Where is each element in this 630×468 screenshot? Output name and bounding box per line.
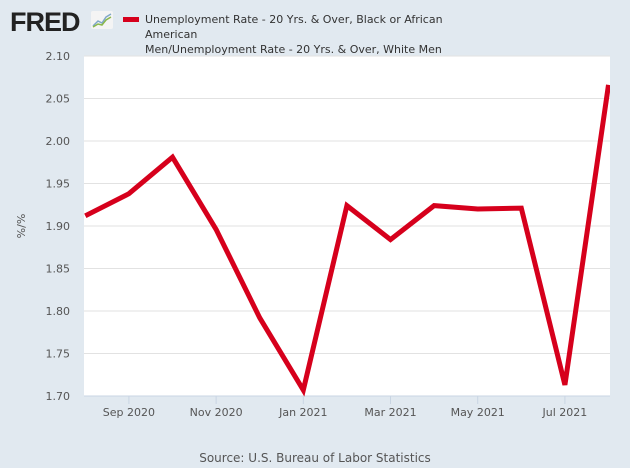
y-tick-label: 2.10 (46, 50, 71, 63)
x-tick-label: Nov 2020 (190, 406, 243, 419)
source-note: Source: U.S. Bureau of Labor Statistics (199, 451, 431, 465)
y-tick-label: 1.90 (46, 220, 71, 233)
legend-label: Unemployment Rate - 20 Yrs. & Over, Blac… (145, 12, 445, 57)
y-tick-label: 1.95 (46, 178, 71, 191)
y-tick-label: 1.75 (46, 348, 71, 361)
legend-line-1: Unemployment Rate - 20 Yrs. & Over, Blac… (145, 13, 443, 41)
x-tick-label: Mar 2021 (364, 406, 416, 419)
x-tick-label: May 2021 (451, 406, 505, 419)
x-tick-label: Sep 2020 (103, 406, 155, 419)
y-tick-label: 1.85 (46, 263, 71, 276)
legend-line-2: Men/Unemployment Rate - 20 Yrs. & Over, … (145, 43, 442, 56)
y-axis-label: %/% (15, 214, 28, 239)
fred-logo: FRED (10, 7, 80, 37)
legend-swatch (123, 17, 139, 22)
y-tick-label: 1.70 (46, 390, 71, 403)
y-tick-label: 2.00 (46, 135, 71, 148)
plot-clip (610, 51, 630, 401)
fred-chart-icon (91, 11, 113, 29)
y-tick-label: 1.80 (46, 305, 71, 318)
x-tick-label: Jul 2021 (542, 406, 588, 419)
x-tick-label: Jan 2021 (278, 406, 327, 419)
y-tick-label: 2.05 (46, 93, 71, 106)
